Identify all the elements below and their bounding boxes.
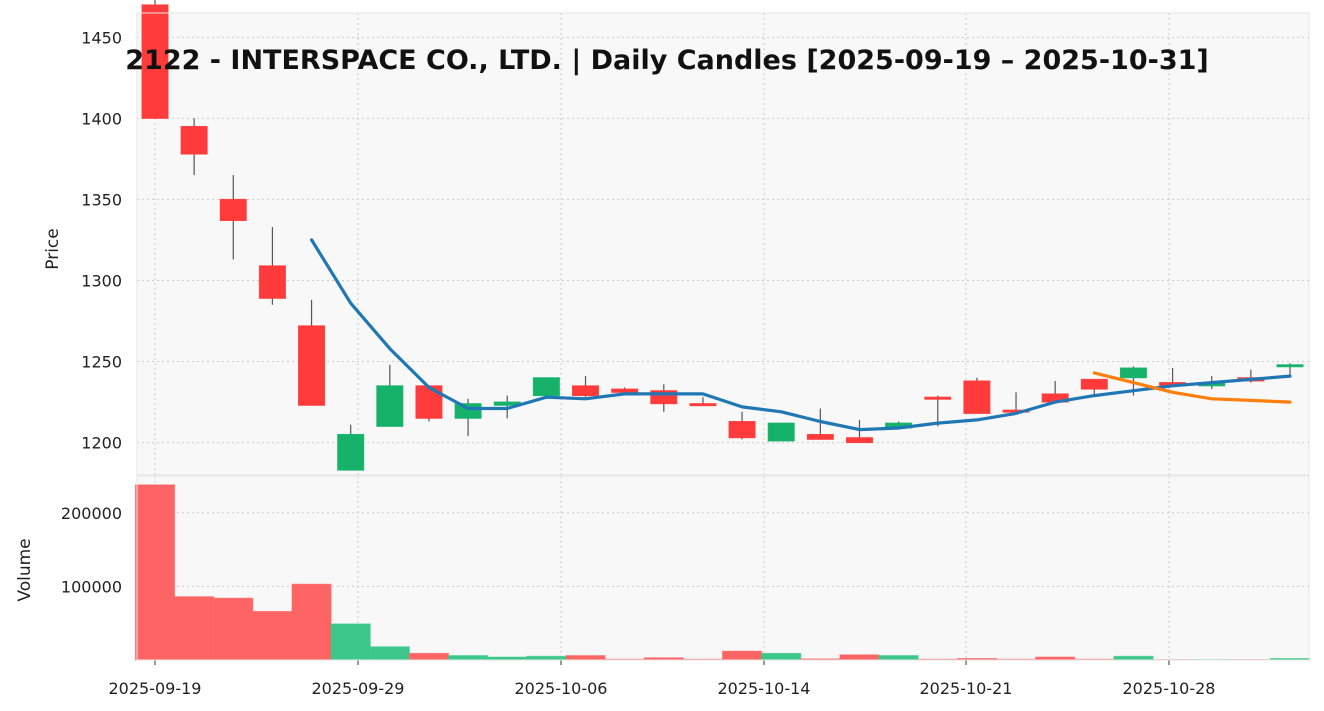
- volume-bar: [134, 484, 176, 661]
- candle-body: [219, 198, 247, 221]
- volume-bars: [134, 484, 1311, 661]
- candle-body: [1119, 367, 1147, 379]
- candle-body: [258, 265, 286, 299]
- candle-body: [141, 4, 169, 119]
- price-tick-label: 1200: [81, 434, 122, 453]
- candle-body: [337, 433, 365, 471]
- candle-body: [376, 385, 404, 427]
- price-tick-label: 1400: [81, 109, 122, 128]
- price-tick-label: 1250: [81, 353, 122, 372]
- price-tick-label: 1450: [81, 28, 122, 47]
- series-line-sma5: [310, 238, 1292, 432]
- volume-bar: [291, 583, 332, 661]
- volume-bar: [408, 652, 450, 661]
- volume-bar: [722, 650, 763, 661]
- candle-body: [454, 403, 482, 419]
- price-tick-label: 1350: [81, 190, 122, 209]
- volume-bar: [839, 654, 880, 661]
- volume-bar: [330, 623, 371, 661]
- candle-body: [572, 385, 600, 397]
- x-tick-label: 2025-10-14: [718, 679, 811, 698]
- grid: [137, 13, 1309, 660]
- candle-body: [1276, 364, 1304, 368]
- candle-body: [532, 377, 560, 397]
- candle-body: [806, 433, 834, 440]
- candle-body: [845, 437, 873, 444]
- volume-bar: [252, 610, 293, 661]
- volume-bar: [565, 655, 606, 661]
- volume-bar: [878, 655, 919, 661]
- candle-body: [924, 396, 952, 400]
- candle-body: [298, 325, 326, 406]
- axes: 1200 1250 1300 1350 1400 1450 100000 200000 2025…: [61, 12, 1310, 698]
- volume-bar: [526, 655, 567, 661]
- x-tick-label: 2025-10-28: [1123, 679, 1216, 698]
- x-tick-label: 2025-09-19: [109, 679, 202, 698]
- candle-body: [767, 422, 795, 442]
- x-tick-label: 2025-10-06: [515, 679, 608, 698]
- volume-tick-label: 200000: [61, 504, 122, 523]
- candle-body: [689, 403, 717, 407]
- candle-body: [1080, 378, 1108, 390]
- moving-average-lines: [310, 238, 1292, 432]
- candle-body: [180, 125, 208, 155]
- volume-bar: [369, 646, 410, 661]
- volume-axis-label: Volume: [15, 538, 35, 601]
- volume-bar: [1113, 655, 1154, 661]
- volume-bar: [213, 597, 254, 661]
- volume-bar: [174, 596, 215, 661]
- price-tick-label: 1300: [81, 271, 122, 290]
- price-axis-label: Price: [43, 228, 63, 269]
- volume-tick-label: 100000: [61, 577, 122, 596]
- candle-body: [728, 421, 756, 439]
- volume-panel-frame: [136, 475, 1310, 661]
- x-tick-label: 2025-10-21: [920, 679, 1013, 698]
- price-panel-bg: [137, 13, 1309, 475]
- chart-title: 2122 - INTERSPACE CO., LTD. | Daily Cand…: [125, 45, 1208, 76]
- x-tick-label: 2025-09-29: [312, 679, 405, 698]
- candle-body: [611, 388, 639, 393]
- volume-bar: [761, 652, 802, 661]
- price-panel-frame: [136, 12, 1310, 476]
- volume-bar: [448, 655, 489, 661]
- candle-body: [963, 380, 991, 414]
- series-line-sma25: [1092, 371, 1292, 404]
